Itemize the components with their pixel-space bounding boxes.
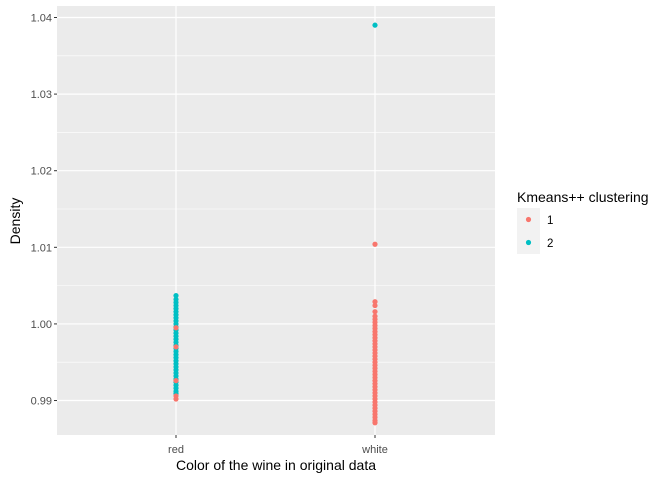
x-tick-label: white [361,444,388,456]
legend-label: 1 [547,215,553,227]
legend-marker [525,216,532,223]
y-tick-label: 0.99 [31,396,52,408]
x-tick-label: red [168,444,184,456]
data-points [173,22,378,426]
legend-title: Kmeans++ clustering [517,189,649,205]
plot-panel [57,6,495,435]
y-axis-title: Density [7,198,23,245]
legend-marker [525,239,532,246]
data-point [173,393,179,399]
y-tick-label: 1.01 [31,242,52,254]
y-tick-label: 1.03 [31,89,52,101]
data-point [173,325,179,331]
major-gridlines [57,6,495,435]
minor-gridlines [57,55,495,363]
data-point [173,292,179,299]
data-point [173,344,179,350]
legend: Kmeans++ clustering 1 2 [517,189,649,254]
data-point [372,302,378,309]
data-point [372,241,378,247]
data-point [173,378,179,384]
legend-label: 2 [547,238,553,250]
y-tick-label: 1.00 [31,319,52,331]
y-tick-label: 1.04 [31,12,52,24]
data-point [372,420,378,426]
x-axis-title: Color of the wine in original data [176,457,376,473]
x-axis-ticks: red white [168,435,388,456]
data-point [372,22,378,28]
data-point [372,299,378,305]
y-axis-ticks: 0.99 1.00 1.01 1.02 1.03 1.04 [31,12,57,408]
data-point [372,309,378,315]
y-tick-label: 1.02 [31,166,52,178]
